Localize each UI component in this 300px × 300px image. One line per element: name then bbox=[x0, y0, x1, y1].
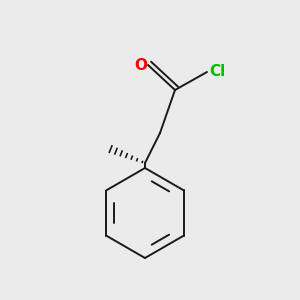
Text: O: O bbox=[134, 58, 148, 73]
Text: Cl: Cl bbox=[209, 64, 225, 80]
